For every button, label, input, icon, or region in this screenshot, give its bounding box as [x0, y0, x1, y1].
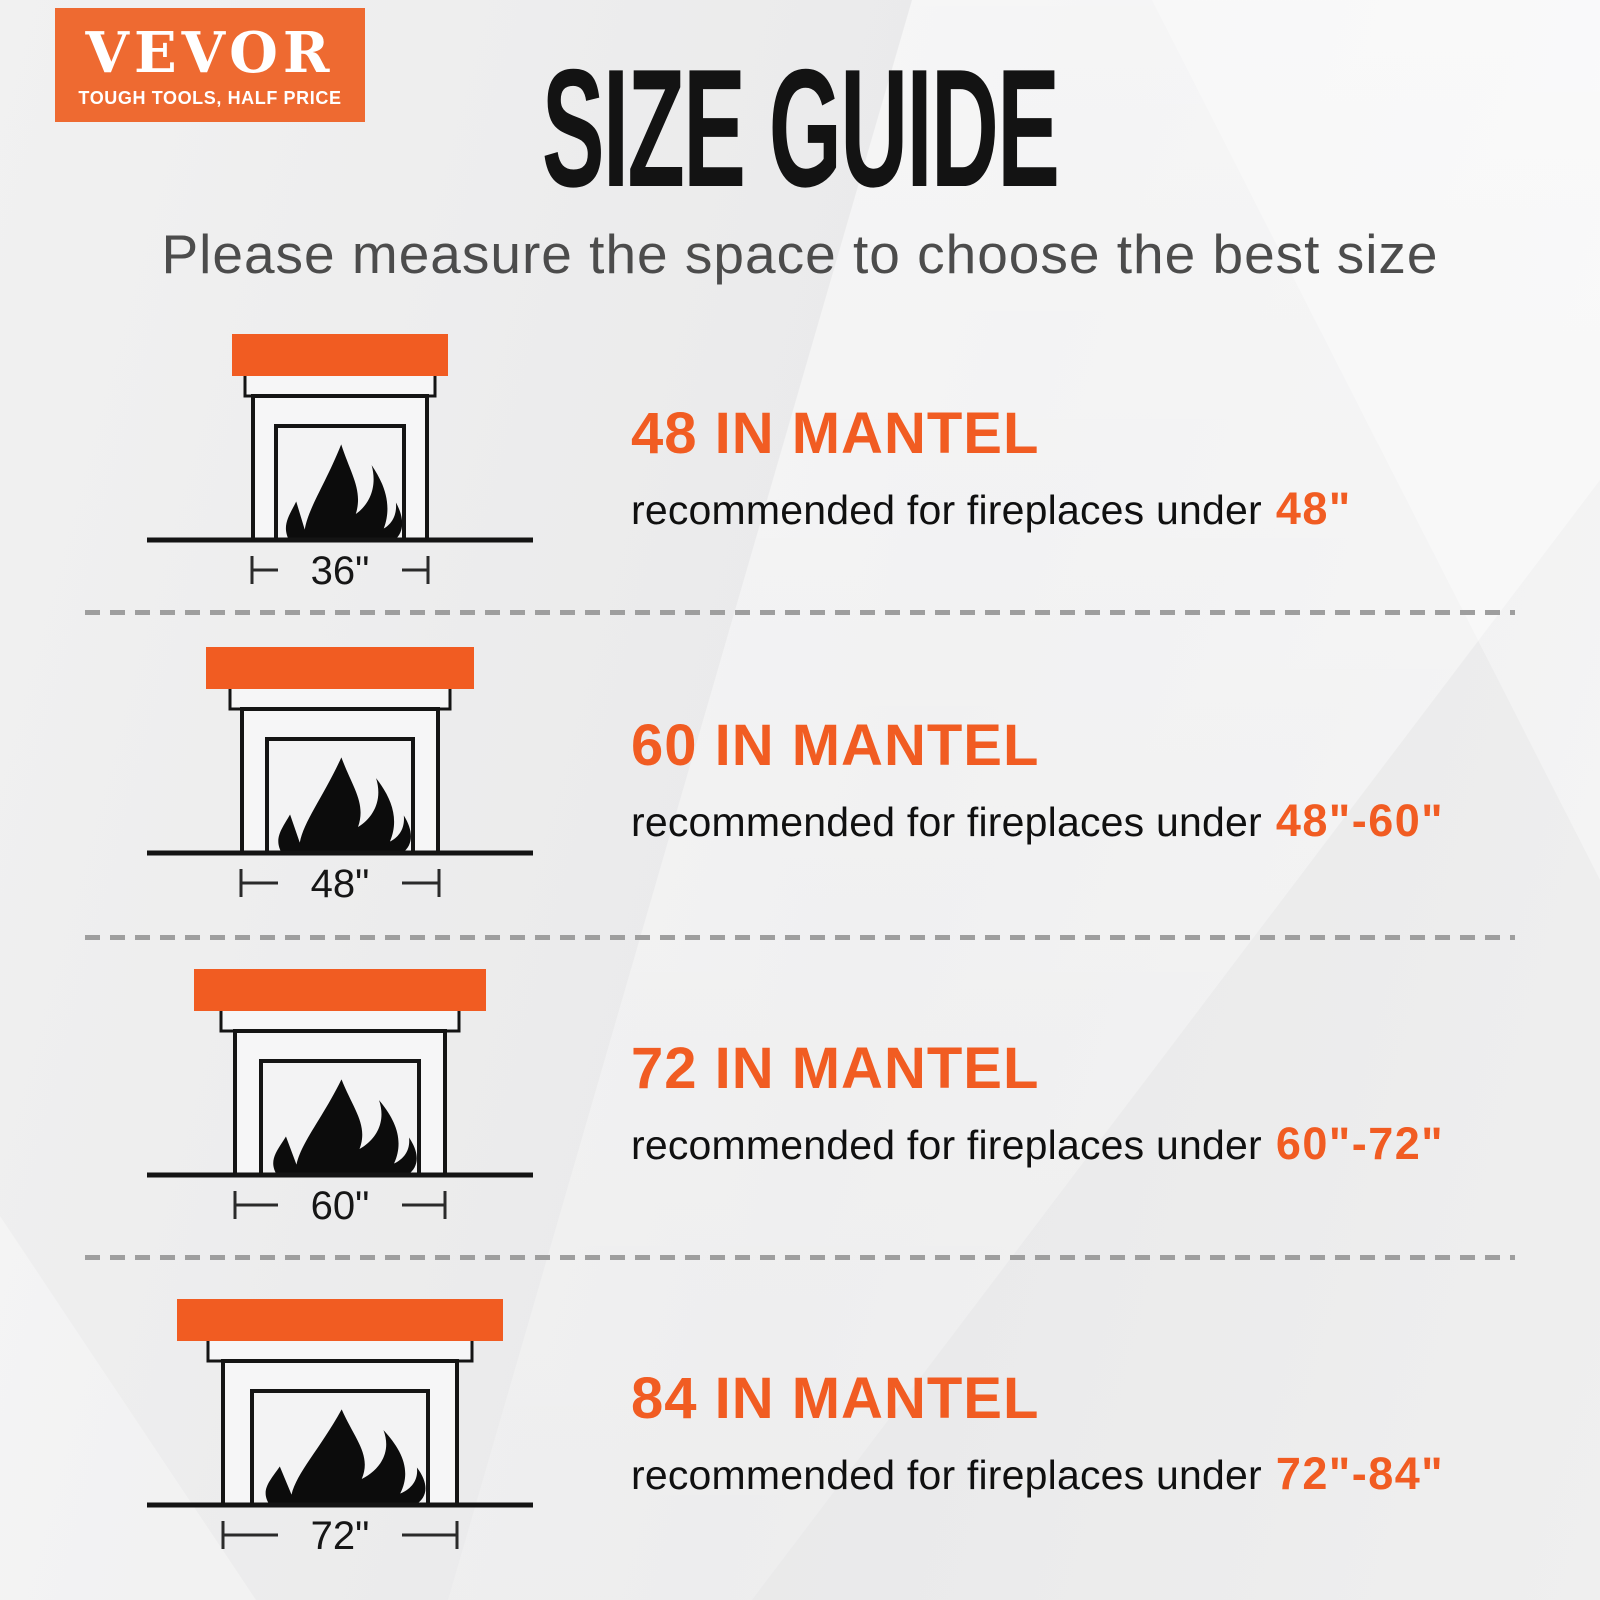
width-label: 48": [311, 862, 370, 906]
recommendation-text: recommended for fireplaces under: [631, 799, 1262, 845]
brand-tagline: TOUGH TOOLS, HALF PRICE: [78, 87, 342, 108]
fireplace-width-range: 72"-84": [1275, 1447, 1445, 1499]
width-label: 72": [311, 1514, 370, 1558]
fireplace-figure: 36": [0, 332, 615, 598]
size-info: 72 IN MANTEL recommended for fireplaces …: [615, 1035, 1600, 1170]
recommendation-line: recommended for fireplaces under 48": [631, 483, 1600, 535]
size-row-84: 72" 84 IN MANTEL recommended for firepla…: [0, 1260, 1600, 1600]
recommendation-text: recommended for fireplaces under: [631, 1451, 1262, 1498]
fireplace-figure: 72": [0, 1297, 615, 1563]
fireplace-figure: 48": [0, 645, 615, 911]
recommendation-line: recommended for fireplaces under 72"-84": [631, 1448, 1600, 1500]
mantel-size-heading: 84 IN MANTEL: [631, 1365, 1040, 1431]
mantel-shelf: [232, 334, 448, 376]
fireplace-illustration: 36": [147, 334, 533, 593]
brand-name: VEVOR: [85, 20, 335, 86]
width-label: 36": [311, 549, 370, 593]
size-rows: 36" 48 IN MANTEL recommended for firepla…: [0, 315, 1600, 1600]
vevor-logo: VEVOR TOUGH TOOLS, HALF PRICE: [55, 8, 365, 122]
mantel-size-heading: 72 IN MANTEL: [631, 1035, 1040, 1101]
flame-icon: [265, 1409, 426, 1505]
size-row-48: 36" 48 IN MANTEL recommended for firepla…: [0, 315, 1600, 615]
fireplace-width-range: 48"-60": [1275, 795, 1445, 846]
fireplace-width-range: 60"-72": [1275, 1117, 1445, 1169]
size-info: 60 IN MANTEL recommended for fireplaces …: [615, 712, 1600, 847]
recommendation-text: recommended for fireplaces under: [631, 486, 1262, 533]
fireplace-illustration: 72": [147, 1299, 533, 1558]
dimension-line: [233, 1191, 447, 1219]
flame-icon: [278, 756, 411, 853]
mantel-shelf: [206, 646, 474, 689]
page-title: SIZE GUIDE: [541, 34, 1060, 222]
mantel-size-heading: 60 IN MANTEL: [631, 713, 1040, 778]
size-row-60: 48" 60 IN MANTEL recommended for firepla…: [0, 615, 1600, 940]
flame-icon: [285, 444, 403, 540]
mantel-size-heading: 48 IN MANTEL: [631, 400, 1040, 466]
flame-icon: [273, 1079, 417, 1175]
fireplace-illustration: 48": [147, 646, 533, 906]
page-subtitle: Please measure the space to choose the b…: [161, 223, 1439, 285]
dimension-line: [239, 868, 441, 897]
fireplace-width-range: 48": [1275, 482, 1352, 534]
size-info: 84 IN MANTEL recommended for fireplaces …: [615, 1365, 1600, 1500]
recommendation-text: recommended for fireplaces under: [631, 1121, 1262, 1168]
dimension-line: [250, 556, 430, 584]
mantel-shelf: [194, 969, 486, 1011]
size-info: 48 IN MANTEL recommended for fireplaces …: [615, 400, 1600, 535]
fireplace-figure: 60": [0, 967, 615, 1233]
recommendation-line: recommended for fireplaces under 48"-60": [631, 795, 1600, 847]
width-label: 60": [311, 1184, 370, 1228]
mantel-shelf: [177, 1299, 503, 1341]
fireplace-illustration: 60": [147, 969, 533, 1228]
size-row-72: 60" 72 IN MANTEL recommended for firepla…: [0, 940, 1600, 1260]
recommendation-line: recommended for fireplaces under 60"-72": [631, 1118, 1600, 1170]
